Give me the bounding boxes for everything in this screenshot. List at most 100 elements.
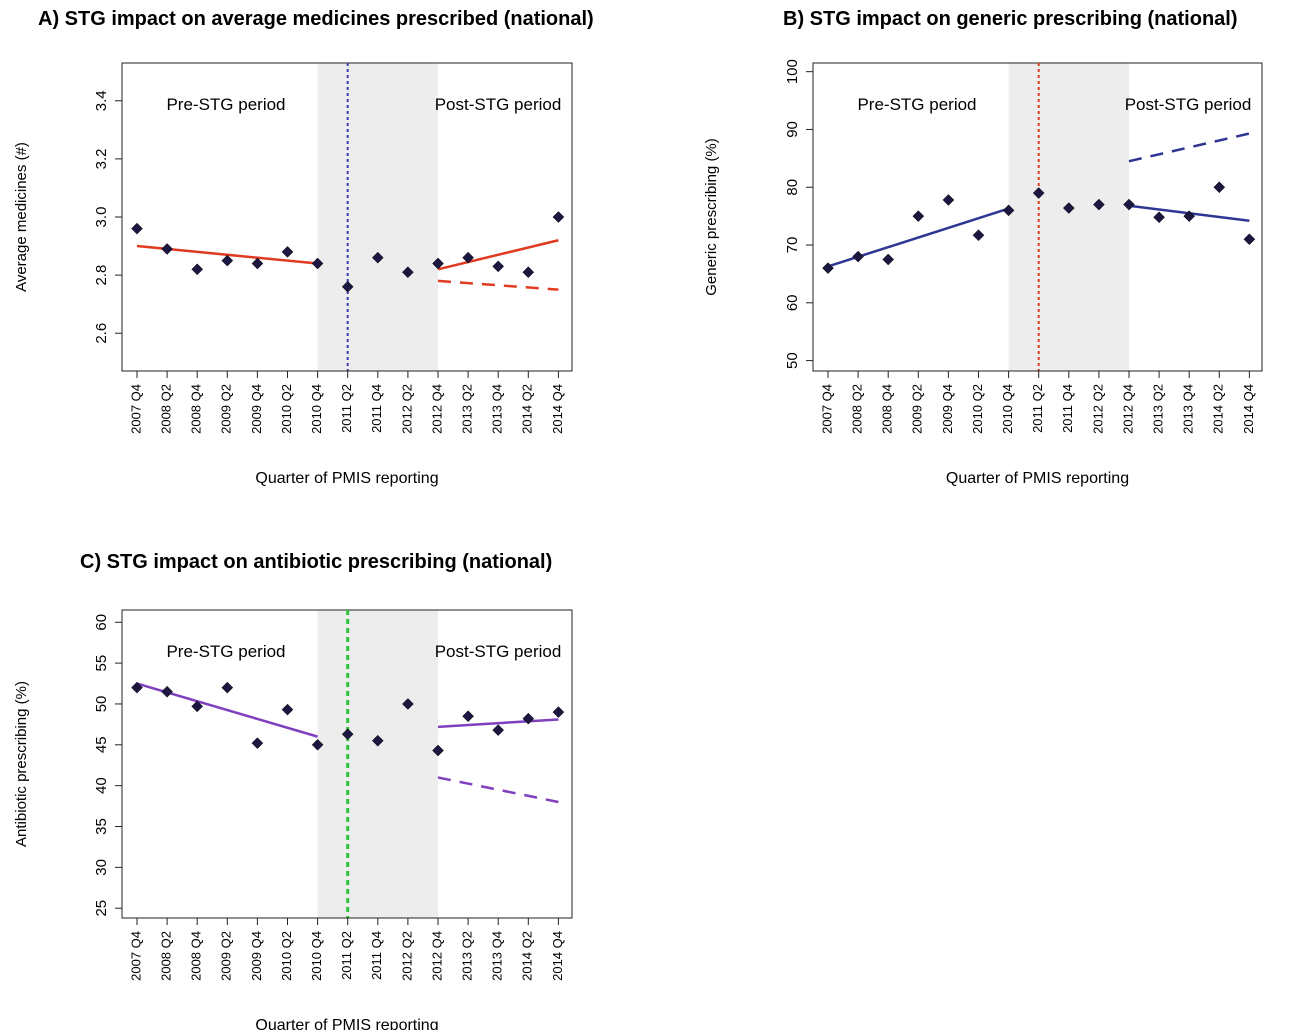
x-tick-label: 2008 Q2 — [159, 931, 174, 981]
x-tick-label: 2013 Q2 — [460, 384, 475, 434]
data-point — [251, 257, 264, 270]
transition-period-shade — [1008, 63, 1129, 371]
data-point — [432, 744, 444, 757]
y-tick-label: 30 — [93, 859, 110, 876]
data-point — [972, 229, 985, 242]
counterfactual-line — [437, 279, 559, 291]
y-tick-label: 70 — [784, 237, 801, 254]
x-tick-label: 2011 Q2 — [1030, 384, 1045, 433]
data-point — [852, 250, 864, 263]
data-point — [822, 262, 834, 274]
x-tick-label: 2009 Q2 — [910, 384, 925, 434]
chart-panel-a: 2.6 2.8 3.0 3.2 3.4 Average medicines (#) 2007… — [13, 62, 573, 487]
data-point — [402, 698, 414, 710]
x-axis-title: Quarter of PMIS reporting — [946, 470, 1129, 487]
data-point — [492, 724, 505, 736]
data-point — [1123, 198, 1135, 211]
data-point — [462, 710, 474, 723]
data-point — [191, 263, 204, 276]
x-tick-label: 2012 Q4 — [1120, 384, 1135, 434]
y-tick-label: 2.6 — [93, 323, 110, 344]
x-tick-label: 2009 Q2 — [219, 384, 234, 434]
data-point — [522, 712, 535, 725]
data-point — [131, 222, 143, 235]
post-period-label: Post-STG period — [435, 642, 562, 661]
x-tick-label: 2009 Q2 — [219, 931, 234, 981]
x-tick-label: 2010 Q2 — [970, 384, 985, 434]
data-point — [281, 246, 294, 258]
data-point — [1213, 181, 1226, 194]
x-tick-label: 2008 Q2 — [159, 384, 174, 434]
y-tick-label: 2.8 — [93, 265, 110, 286]
y-tick-label: 25 — [93, 900, 110, 917]
y-tick-label: 55 — [93, 655, 110, 672]
data-point — [1062, 202, 1075, 214]
data-point — [402, 266, 414, 279]
data-point — [552, 706, 565, 718]
x-tick-label: 2008 Q4 — [189, 384, 204, 434]
x-tick-label: 2014 Q4 — [1241, 384, 1256, 434]
x-tick-label: 2010 Q4 — [309, 931, 324, 981]
data-point — [311, 257, 324, 270]
y-tick-label: 60 — [784, 294, 801, 311]
post-trend-line — [437, 718, 559, 729]
pre-period-label: Pre-STG period — [857, 95, 976, 114]
x-tick-label: 2012 Q2 — [399, 384, 414, 434]
pre-period-label: Pre-STG period — [166, 642, 285, 661]
data-point — [371, 251, 384, 264]
x-tick-label: 2012 Q4 — [429, 384, 444, 434]
data-point — [1183, 210, 1196, 222]
x-tick-label: 2009 Q4 — [249, 931, 264, 981]
x-tick-label: 2014 Q4 — [550, 931, 565, 981]
y-tick-label: 100 — [784, 59, 801, 84]
post-period-label: Post-STG period — [1125, 95, 1252, 114]
panel-b-title: B) STG impact on generic prescribing (na… — [783, 8, 1238, 30]
y-tick-label: 35 — [93, 818, 110, 835]
counterfactual-line — [437, 776, 559, 804]
data-point — [912, 210, 925, 222]
x-tick-label: 2011 Q4 — [1060, 384, 1075, 433]
x-tick-label: 2014 Q2 — [520, 931, 535, 981]
x-tick-label: 2010 Q2 — [279, 931, 294, 981]
x-axis-title: Quarter of PMIS reporting — [255, 1017, 438, 1030]
data-point — [462, 251, 474, 264]
data-point — [161, 243, 173, 255]
x-tick-label: 2010 Q4 — [309, 384, 324, 434]
x-tick-label: 2014 Q2 — [1211, 384, 1226, 434]
counterfactual-line — [1128, 132, 1250, 163]
y-tick-label: 3.4 — [93, 90, 110, 111]
data-point — [341, 280, 354, 293]
y-tick-label: 50 — [93, 696, 110, 713]
x-tick-label: 2010 Q2 — [279, 384, 294, 434]
y-tick-label: 80 — [784, 179, 801, 196]
transition-period-shade — [317, 610, 438, 918]
x-tick-label: 2013 Q4 — [490, 384, 505, 434]
data-point — [191, 700, 204, 713]
y-tick-label: 40 — [93, 777, 110, 794]
x-tick-label: 2011 Q2 — [339, 931, 354, 980]
y-tick-label: 45 — [93, 736, 110, 753]
data-point — [942, 194, 955, 206]
x-tick-label: 2012 Q2 — [399, 931, 414, 981]
post-period-label: Post-STG period — [435, 95, 562, 114]
data-point — [1032, 187, 1045, 199]
y-tick-label: 60 — [93, 614, 110, 631]
data-point — [311, 738, 324, 751]
x-tick-label: 2007 Q4 — [819, 384, 834, 434]
x-tick-label: 2010 Q4 — [1000, 384, 1015, 434]
x-tick-label: 2007 Q4 — [128, 384, 143, 434]
y-axis-title: Antibiotic prescribing (%) — [13, 681, 30, 847]
y-tick-label: 3.0 — [93, 207, 110, 228]
data-point — [1002, 204, 1015, 217]
post-trend-line — [437, 239, 559, 271]
data-point — [492, 260, 505, 273]
chart-panel-c: 25 30 35 40 45 50 55 60 Antibiotic prescribing (… — [13, 609, 573, 1030]
x-axis-title: Quarter of PMIS reporting — [255, 470, 438, 487]
x-tick-label: 2009 Q4 — [249, 384, 264, 434]
data-point — [1153, 211, 1165, 224]
x-tick-label: 2013 Q4 — [1181, 384, 1196, 434]
data-point — [131, 681, 143, 694]
chart-panel-b: 50 60 70 80 90 100 Generic prescribing (%) 2007… — [703, 59, 1263, 487]
data-point — [1243, 233, 1256, 246]
x-tick-label: 2009 Q4 — [940, 384, 955, 434]
